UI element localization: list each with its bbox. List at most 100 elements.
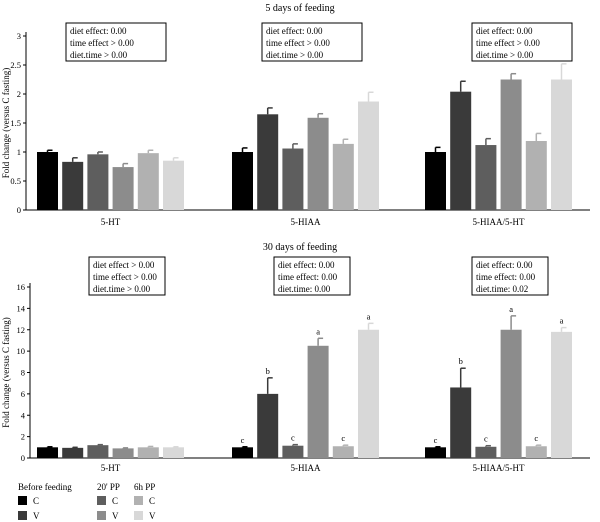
legend-swatch	[134, 496, 143, 505]
significance-label: a	[316, 326, 320, 336]
stats-line: diet effect > 0.00	[93, 260, 155, 270]
bar	[112, 448, 134, 458]
y-tick-label: 2	[17, 89, 21, 99]
bar	[87, 154, 109, 210]
bar	[475, 446, 497, 458]
bar	[282, 445, 304, 458]
significance-label: c	[534, 433, 538, 443]
significance-label: b	[459, 356, 463, 366]
bar	[425, 447, 446, 458]
stats-line: diet effect: 0.00	[70, 26, 127, 36]
legend-swatch	[97, 511, 106, 520]
y-tick-label: 10	[17, 346, 26, 356]
stats-box	[471, 256, 549, 296]
legend-swatch	[18, 496, 27, 505]
bar	[62, 161, 84, 210]
x-category-label: 5-HIAA	[291, 217, 321, 227]
significance-label: c	[291, 433, 295, 443]
bar	[450, 387, 472, 458]
stats-line: diet.time: 0.00	[278, 284, 331, 294]
stats-line: diet effect: 0.00	[266, 26, 323, 36]
y-tick-label: 2	[21, 432, 25, 442]
stats-line: diet effect: 0.00	[476, 26, 533, 36]
stats-box	[261, 22, 363, 62]
stats-line: diet.time > 0.00	[93, 284, 151, 294]
legend-group-title: 20' PP	[97, 482, 120, 492]
y-axis-label: Fold change (versus C fasting)	[1, 317, 11, 427]
bar	[163, 160, 184, 210]
stats-box	[471, 22, 573, 62]
panel-title: 5 days of feeding	[265, 3, 334, 14]
bar	[163, 447, 184, 458]
bar	[500, 329, 522, 458]
bar	[257, 114, 279, 210]
legend-swatch	[134, 511, 143, 520]
legend-label: C	[112, 496, 118, 506]
y-tick-label: 0.5	[10, 176, 21, 186]
bar	[358, 101, 379, 210]
significance-label: a	[509, 304, 513, 314]
stats-line: time effect > 0.00	[266, 38, 330, 48]
y-tick-label: 0	[21, 453, 25, 463]
y-tick-label: 6	[21, 389, 25, 399]
y-axis-label: Fold change (versus C fasting)	[1, 68, 11, 178]
significance-label: c	[241, 435, 245, 445]
bar	[137, 447, 159, 458]
bar	[112, 167, 134, 210]
stats-line: time effect > 0.00	[93, 272, 157, 282]
legend-label: V	[33, 511, 40, 521]
stats-line: diet effect: 0.00	[476, 260, 533, 270]
legend-label: C	[33, 496, 39, 506]
stats-line: diet.time > 0.00	[70, 50, 128, 60]
y-tick-label: 2.5	[10, 60, 21, 70]
bar	[475, 145, 497, 210]
significance-label: a	[367, 311, 371, 321]
bar	[232, 152, 253, 210]
y-tick-label: 12	[17, 325, 26, 335]
legend-group-title: Before feeding	[18, 482, 72, 492]
panel-1: 5 days of feeding Fold change (versus C f…	[1, 3, 590, 227]
bar	[450, 91, 472, 210]
x-category-label: 5-HIAA	[291, 463, 321, 473]
legend-label: C	[149, 496, 155, 506]
bar	[87, 445, 109, 458]
x-category-label: 5-HIAA/5-HT	[473, 217, 525, 227]
legend-swatch	[18, 511, 27, 520]
y-tick-label: 4	[21, 410, 26, 420]
stats-box	[65, 22, 167, 62]
stats-box	[273, 256, 351, 296]
bar	[37, 152, 58, 210]
y-tick-label: 8	[21, 368, 25, 378]
bar	[332, 143, 354, 210]
bar	[37, 447, 58, 458]
bar	[307, 117, 329, 210]
legend-label: V	[112, 511, 119, 521]
x-category-label: 5-HIAA/5-HT	[473, 463, 525, 473]
bar	[137, 153, 159, 210]
bar	[525, 446, 547, 458]
bar	[62, 447, 84, 458]
significance-label: a	[560, 316, 564, 326]
y-tick-label: 16	[17, 282, 26, 292]
legend-group-title: 6h PP	[134, 482, 155, 492]
bar	[425, 152, 446, 210]
y-tick-label: 1.5	[10, 118, 21, 128]
x-category-label: 5-HT	[101, 463, 121, 473]
bar	[257, 393, 279, 458]
stats-line: diet effect: 0.00	[278, 260, 335, 270]
y-tick-label: 1	[17, 147, 21, 157]
x-category-label: 5-HT	[101, 217, 121, 227]
significance-label: c	[484, 434, 488, 444]
significance-label: c	[434, 435, 438, 445]
bar	[282, 148, 304, 210]
legend-swatch	[97, 496, 106, 505]
bar	[500, 79, 522, 210]
y-tick-label: 14	[17, 303, 26, 313]
bar	[358, 329, 379, 458]
stats-line: diet.time > 0.00	[476, 50, 534, 60]
bar	[332, 446, 354, 458]
stats-line: time effect: 0.00	[476, 272, 536, 282]
